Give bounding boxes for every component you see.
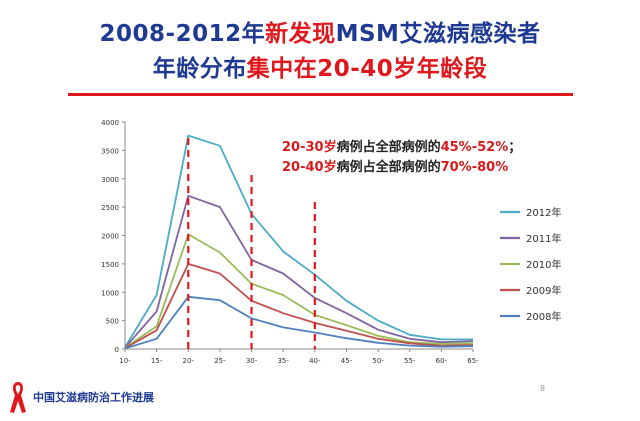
legend-label: 2012年: [526, 206, 561, 219]
slide-title-line2: 年龄分布集中在20-40岁年龄段: [0, 49, 640, 83]
annotation-percent: 70%-80%: [440, 160, 509, 175]
title-highlight: 新发现: [265, 21, 336, 47]
y-tick-label: 2500: [101, 204, 119, 212]
title-highlight: 集中在20-40岁年龄段: [246, 56, 488, 82]
annotation-text: 病例占全部病例的: [336, 160, 441, 175]
x-tick-label: 45-: [341, 357, 353, 365]
series-line-2008年: [124, 295, 474, 350]
annotation-20-40: 20-40岁病例占全部病例的70%-80%: [282, 156, 508, 175]
x-tick-label: 25-: [214, 357, 226, 365]
y-tick-label: 3000: [101, 176, 119, 184]
annotation-punct: ；: [508, 140, 522, 155]
x-tick-label: 15-: [151, 357, 163, 365]
series-line-2010年: [124, 233, 474, 349]
title-part: 年龄分布: [152, 56, 247, 82]
x-tick-label: 40-: [309, 357, 321, 365]
legend-label: 2010年: [526, 258, 561, 271]
slide-title-line1: 2008-2012年新发现MSM艾滋病感染者: [0, 14, 640, 48]
title-part: 2008-2012年: [99, 21, 266, 47]
annotation-text: 病例占全部病例的: [336, 140, 441, 155]
annotation-age: 20-30岁: [282, 140, 337, 155]
y-tick-label: 0: [115, 346, 119, 354]
x-tick-label: 20-: [183, 357, 195, 365]
title-part: MSM艾滋病感染者: [335, 21, 541, 47]
footer-text: 中国艾滋病防治工作进展: [33, 391, 154, 404]
y-tick-label: 2000: [101, 233, 119, 241]
legend-label: 2009年: [526, 284, 561, 297]
series-line-2011年: [124, 194, 474, 349]
annotation-age: 20-40岁: [282, 160, 337, 175]
title-divider: [68, 93, 573, 96]
x-tick-label: 30-: [246, 357, 258, 365]
y-tick-label: 500: [106, 318, 119, 326]
x-tick-label: 55-: [404, 357, 416, 365]
y-tick-label: 1500: [101, 261, 119, 269]
y-tick-label: 4000: [101, 119, 119, 127]
page-number: 8: [540, 384, 546, 393]
x-tick-label: 60-: [436, 357, 448, 365]
annotation-percent: 45%-52%: [440, 140, 509, 155]
x-tick-label: 50-: [372, 357, 384, 365]
x-tick-label: 65-: [467, 357, 479, 365]
y-tick-label: 1000: [101, 289, 119, 297]
legend-label: 2008年: [526, 310, 561, 323]
legend-label: 2011年: [526, 232, 561, 245]
series-line-2012年: [124, 134, 473, 348]
red-ribbon-icon: [10, 382, 26, 413]
annotation-20-30: 20-30岁病例占全部病例的45%-52%；: [282, 136, 521, 155]
x-tick-label: 10-: [119, 357, 131, 365]
series-line-2009年: [124, 262, 474, 349]
y-tick-label: 3500: [101, 147, 119, 155]
x-tick-label: 35-: [277, 357, 289, 365]
